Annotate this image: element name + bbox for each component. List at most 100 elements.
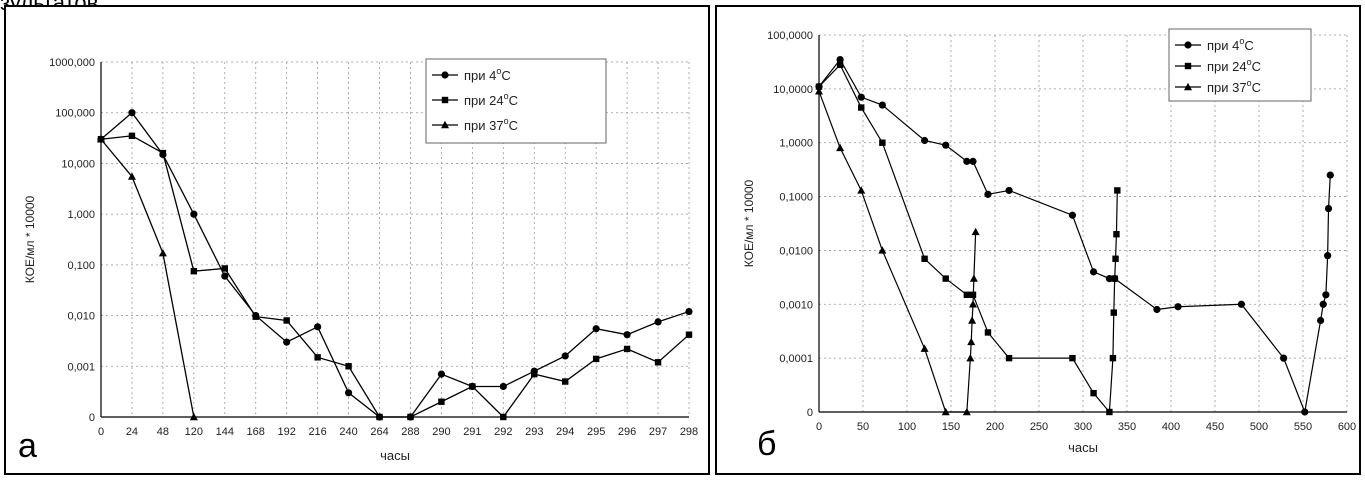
data-point xyxy=(685,307,693,316)
x-tick-label: 550 xyxy=(1294,421,1312,433)
x-tick-label: 500 xyxy=(1250,421,1268,433)
legend-marker xyxy=(1184,62,1192,70)
data-point xyxy=(968,316,977,324)
data-point xyxy=(1326,171,1334,179)
data-point xyxy=(1090,389,1097,397)
data-point xyxy=(97,135,105,143)
data-point xyxy=(962,407,971,416)
data-point xyxy=(469,383,476,390)
series-line xyxy=(100,111,690,418)
x-tick-label: 200 xyxy=(986,421,1004,433)
data-point xyxy=(685,331,693,338)
data-point xyxy=(592,325,600,333)
y-tick-label: 100,0000 xyxy=(767,30,813,42)
data-point xyxy=(189,412,198,421)
legend-marker xyxy=(441,120,449,129)
data-point xyxy=(857,93,865,101)
data-point xyxy=(1317,316,1325,325)
data-point xyxy=(1110,309,1117,316)
y-tick-label: 100,000 xyxy=(55,108,95,120)
data-point xyxy=(314,354,321,361)
data-point xyxy=(437,370,446,378)
chart-panel-b: 0 50 100 150 200 250 300 350 400 450 500 550 600 0 0,0… xyxy=(715,5,1361,475)
legend-marker xyxy=(1184,41,1192,49)
x-tick-label: 216 xyxy=(308,426,326,438)
data-point xyxy=(815,87,823,95)
chart-b-svg: 0 50 100 150 200 250 300 350 400 450 500 550 600 0 0,0… xyxy=(742,28,1356,455)
x-tick-label: 120 xyxy=(185,426,203,438)
data-point xyxy=(376,413,383,421)
data-point xyxy=(344,389,353,397)
x-tick-label: 240 xyxy=(339,426,357,438)
y-tick-label: 0,010 xyxy=(67,311,95,323)
data-point xyxy=(836,61,844,68)
data-point xyxy=(1301,408,1309,416)
data-point xyxy=(879,139,886,146)
legend-label: при 37oC xyxy=(1207,78,1261,95)
x-tick-label: 264 xyxy=(370,426,388,438)
x-tick-label: 0 xyxy=(98,426,104,438)
x-tick-label: 290 xyxy=(432,426,450,438)
y-tick-label: 0 xyxy=(807,407,813,419)
data-point xyxy=(407,413,414,421)
data-point xyxy=(159,149,167,157)
x-tick-label: 168 xyxy=(247,426,265,438)
y-tick-label: 0,0100 xyxy=(779,245,813,257)
y-tick-label: 0,001 xyxy=(67,361,95,373)
data-point xyxy=(836,143,845,152)
data-point xyxy=(969,300,977,308)
chart-a-legend: при 4oC при 24oC при 37oC xyxy=(425,58,607,144)
x-tick-label: 350 xyxy=(1118,421,1136,433)
x-tick-label: 192 xyxy=(278,426,296,438)
data-point xyxy=(1109,354,1117,362)
legend-marker xyxy=(441,71,449,79)
data-point xyxy=(1153,305,1161,314)
data-point xyxy=(1114,187,1121,194)
data-point xyxy=(654,359,662,366)
x-tick-label: 50 xyxy=(857,421,869,433)
legend-label: при 4oC xyxy=(1207,36,1254,53)
y-axis-label: КОЕ/мл * 10000 xyxy=(742,179,756,267)
data-point xyxy=(857,186,866,194)
data-point xyxy=(942,141,950,149)
data-point xyxy=(1113,231,1120,238)
x-tick-label: 298 xyxy=(680,426,698,438)
x-tick-label: 400 xyxy=(1162,421,1180,433)
series-triangle xyxy=(815,87,980,416)
data-point xyxy=(966,353,975,362)
x-tick-label: 292 xyxy=(494,426,512,438)
x-tick-label: 294 xyxy=(556,426,574,438)
data-point xyxy=(971,227,980,236)
data-point xyxy=(1174,303,1182,311)
y-tick-label: 0,0001 xyxy=(779,353,813,365)
data-point xyxy=(314,323,322,331)
data-point xyxy=(858,104,865,111)
data-point xyxy=(1105,274,1113,283)
data-point xyxy=(815,83,823,90)
y-tick-label: 10,000 xyxy=(61,158,95,170)
data-point xyxy=(1005,186,1013,195)
data-point xyxy=(562,378,569,385)
legend-label: при 24oC xyxy=(1207,57,1261,74)
data-point xyxy=(1069,354,1076,362)
y-tick-label: 1,0000 xyxy=(779,138,813,150)
x-tick-label: 297 xyxy=(649,426,667,438)
legend-label: при 4oC xyxy=(464,66,511,83)
legend-marker xyxy=(1184,82,1192,91)
data-point xyxy=(1111,275,1118,282)
data-point xyxy=(531,370,538,378)
x-tick-label: 144 xyxy=(216,426,234,438)
x-tick-label: 450 xyxy=(1206,421,1224,433)
series-line xyxy=(100,138,195,418)
series-circle xyxy=(815,55,1334,416)
data-point xyxy=(878,101,886,109)
data-point xyxy=(438,398,445,405)
data-point xyxy=(921,255,928,262)
series-line xyxy=(100,135,690,418)
data-point xyxy=(500,413,507,421)
data-point xyxy=(1319,300,1327,308)
x-tick-label: 0 xyxy=(816,421,822,433)
data-point xyxy=(878,246,887,254)
x-tick-label: 24 xyxy=(126,426,138,438)
series-line xyxy=(818,91,977,413)
